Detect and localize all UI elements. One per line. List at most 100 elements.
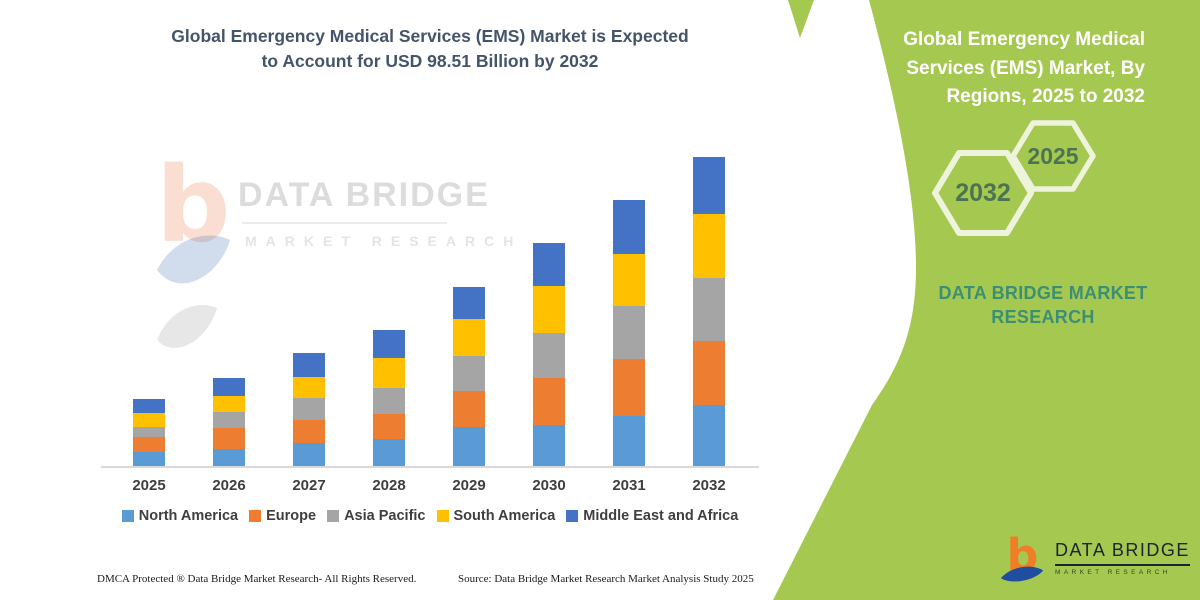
legend-item-south-america: South America [436, 508, 556, 524]
side-panel-title-line2: Services (EMS) Market, By [906, 57, 1145, 79]
databridge-logo-icon: b [1000, 530, 1044, 582]
legend-label-south-america: South America [453, 508, 556, 524]
watermark-brand-text: DATA BRIDGE [238, 176, 490, 214]
legend-swatch-north-america [121, 510, 134, 522]
side-panel-brand-line2: RESEARCH [991, 307, 1095, 328]
legend-swatch-south-america [436, 510, 449, 522]
bar-segment-2030-north-america [533, 425, 565, 466]
bar-segment-2028-asia-pacific [373, 388, 405, 415]
bar-2026 [213, 377, 245, 466]
bar-2032 [693, 157, 725, 466]
legend-item-middle-east-and-africa: Middle East and Africa [566, 508, 738, 524]
hexagons-graphic [932, 120, 1096, 236]
hexagon-large [932, 150, 1034, 236]
watermark-divider [242, 222, 447, 224]
bar-segment-2028-middle-east-and-africa [373, 329, 405, 359]
legend-label-north-america: North America [138, 508, 239, 524]
bar-2029 [453, 287, 485, 466]
side-panel-brand: DATA BRIDGE MARKET RESEARCH [923, 281, 1163, 330]
bar-segment-2029-south-america [453, 318, 485, 357]
legend-item-europe: Europe [249, 508, 316, 524]
side-panel-title-line1: Global Emergency Medical [903, 29, 1145, 50]
legend-label-europe: Europe [266, 508, 317, 524]
dmca-notice: DMCA Protected ® Data Bridge Market Rese… [97, 573, 417, 585]
bar-segment-2029-middle-east-and-africa [453, 287, 485, 319]
x-axis-label-2026: 2026 [212, 477, 246, 494]
side-panel-title-line3: Regions, 2025 to 2032 [946, 86, 1145, 107]
x-axis-label-2030: 2030 [532, 477, 566, 494]
chart-title-line2: to Account for USD 98.51 Billion by 2032 [261, 51, 599, 72]
x-axis-line [101, 466, 759, 468]
legend-label-middle-east-and-africa: Middle East and Africa [583, 508, 739, 524]
bar-2027 [293, 352, 325, 466]
side-panel-shape [773, 0, 1200, 600]
x-axis-label-2029: 2029 [452, 477, 486, 494]
bar-segment-2026-europe [213, 428, 245, 449]
bar-segment-2029-asia-pacific [453, 356, 485, 391]
bar-segment-2028-europe [373, 414, 405, 440]
x-axis-label-2025: 2025 [132, 477, 166, 494]
x-axis-label-2028: 2028 [372, 477, 406, 494]
logo-tagline-text: MARKET RESEARCH [1055, 569, 1171, 576]
side-panel-title: Global Emergency Medical Services (EMS) … [855, 26, 1145, 112]
bar-segment-2027-asia-pacific [293, 398, 325, 420]
bar-segment-2032-north-america [693, 404, 725, 466]
legend-swatch-middle-east-and-africa [566, 510, 579, 522]
bar-segment-2026-south-america [213, 396, 245, 413]
logo-brand-text: DATA BRIDGE [1055, 540, 1190, 566]
bar-segment-2031-europe [613, 359, 645, 416]
chart-legend: North America Europe Asia Pacific South Ame… [100, 508, 760, 524]
bar-segment-2025-europe [133, 436, 165, 452]
bar-2028 [373, 329, 405, 466]
legend-swatch-asia-pacific [327, 510, 340, 522]
bar-segment-2028-south-america [373, 358, 405, 389]
bar-2030 [533, 243, 565, 466]
source-note: Source: Data Bridge Market Research Mark… [458, 573, 754, 585]
chart-title: Global Emergency Medical Services (EMS) … [88, 24, 772, 75]
bar-segment-2026-middle-east-and-africa [213, 377, 245, 397]
bar-segment-2032-south-america [693, 214, 725, 279]
x-axis-label-2031: 2031 [612, 477, 646, 494]
bar-segment-2031-asia-pacific [613, 306, 645, 360]
legend-label-asia-pacific: Asia Pacific [344, 508, 426, 524]
bar-segment-2027-south-america [293, 377, 325, 399]
x-axis-labels: 2025 2026 2027 2028 2029 2030 2031 2032 [109, 477, 749, 494]
bar-segment-2025-south-america [133, 412, 165, 427]
legend-item-north-america: North America [121, 508, 239, 524]
bar-segment-2030-middle-east-and-africa [533, 243, 565, 286]
side-panel-brand-line1: DATA BRIDGE MARKET [938, 283, 1148, 303]
bar-segment-2032-europe [693, 341, 725, 405]
hexagon-small [1010, 120, 1096, 192]
bar-segment-2030-asia-pacific [533, 332, 565, 379]
bar-segment-2025-north-america [133, 451, 165, 466]
bar-segment-2027-europe [293, 419, 325, 444]
x-axis-label-2032: 2032 [692, 477, 726, 494]
bar-2031 [613, 199, 645, 466]
hexagon-small-year: 2025 [1027, 143, 1079, 169]
bar-segment-2029-europe [453, 390, 485, 427]
bar-segment-2032-asia-pacific [693, 278, 725, 342]
svg-text:b: b [156, 145, 230, 266]
bar-segment-2028-north-america [373, 439, 405, 466]
bar-segment-2031-south-america [613, 254, 645, 307]
legend-item-asia-pacific: Asia Pacific [327, 508, 426, 524]
bar-segment-2032-middle-east-and-africa [693, 157, 725, 215]
legend-swatch-europe [249, 510, 262, 522]
hexagon-large-year: 2032 [955, 179, 1011, 207]
bar-segment-2031-north-america [613, 415, 645, 466]
watermark-tagline-text: MARKET RESEARCH [245, 233, 523, 249]
bar-segment-2027-north-america [293, 443, 325, 466]
bar-2025 [133, 399, 165, 466]
bar-segment-2026-north-america [213, 448, 245, 466]
bar-segment-2029-north-america [453, 426, 485, 466]
stacked-bar-chart [105, 140, 755, 466]
chart-title-line1: Global Emergency Medical Services (EMS) … [171, 26, 689, 46]
x-axis-label-2027: 2027 [292, 477, 326, 494]
bar-segment-2025-asia-pacific [133, 426, 165, 437]
side-panel-accent-stripe [788, 0, 814, 38]
bar-segment-2027-middle-east-and-africa [293, 352, 325, 378]
databridge-logo: b DATA BRIDGE MARKET RESEARCH [998, 528, 1190, 588]
bar-segment-2031-middle-east-and-africa [613, 199, 645, 255]
